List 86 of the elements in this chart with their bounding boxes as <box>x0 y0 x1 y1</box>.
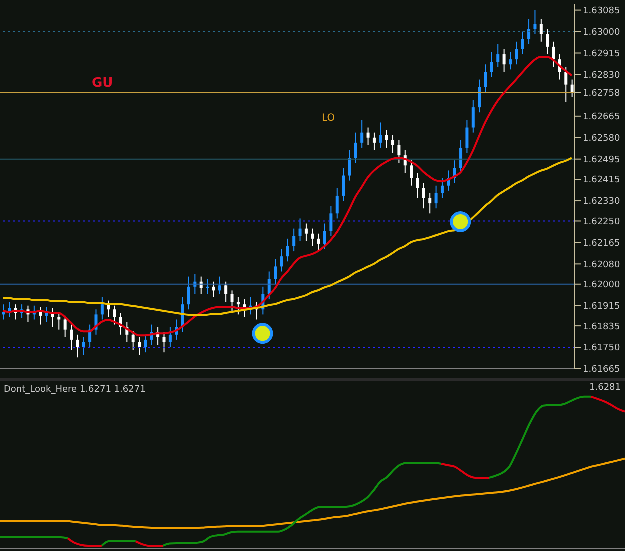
candlestick <box>342 168 346 202</box>
y-tick-label: 1.62000 <box>583 280 620 291</box>
candlestick <box>286 238 290 262</box>
y-tick-label: 1.62665 <box>583 112 620 123</box>
candlestick <box>422 182 426 210</box>
candlestick <box>218 276 222 295</box>
candlestick <box>132 330 135 351</box>
y-tick-label: 1.62415 <box>583 176 620 186</box>
candlestick <box>187 276 190 310</box>
candlestick <box>496 44 500 68</box>
y-tick-label: 1.62758 <box>583 89 620 100</box>
y-tick-label: 1.62495 <box>583 156 620 166</box>
y-tick-label: 1.61835 <box>583 322 620 332</box>
candlestick <box>528 18 531 45</box>
annotation: LO <box>322 113 336 124</box>
candlestick <box>460 140 463 174</box>
y-tick-label: 1.62330 <box>583 197 620 208</box>
candlestick <box>540 18 543 42</box>
candlestick <box>392 134 395 154</box>
candlestick <box>515 41 518 66</box>
candlestick <box>292 228 296 252</box>
candlestick <box>70 324 74 351</box>
candlestick <box>534 10 537 35</box>
candlestick <box>100 296 104 320</box>
candlestick <box>64 315 67 338</box>
candlestick <box>502 48 506 73</box>
y-tick-label: 1.62830 <box>583 70 620 81</box>
candlestick <box>366 127 370 146</box>
candlestick <box>298 218 302 242</box>
y-tick-label: 1.63000 <box>583 28 620 38</box>
candlestick <box>472 99 475 134</box>
candlestick <box>311 228 314 247</box>
candlestick <box>58 312 61 330</box>
candlestick <box>379 122 382 148</box>
candlestick <box>330 206 333 237</box>
candlestick <box>440 178 444 199</box>
text: 1.6281 <box>590 383 621 393</box>
candlestick <box>552 41 556 68</box>
candlestick <box>466 120 469 154</box>
candlestick <box>354 132 358 164</box>
y-tick-label: 1.62580 <box>583 134 620 144</box>
y-tick-label: 1.62165 <box>583 238 620 249</box>
candlestick <box>236 296 240 316</box>
candlestick <box>168 326 172 348</box>
chart-title: Dont_Look_Here 1.6271 1.6271 <box>4 385 146 395</box>
candlestick <box>2 304 5 320</box>
candlestick <box>372 132 376 152</box>
candlestick <box>434 185 438 210</box>
candlestick <box>224 281 228 303</box>
candlestick <box>348 150 352 182</box>
candlestick <box>82 336 86 356</box>
candlestick <box>410 160 414 186</box>
candlestick <box>484 64 488 93</box>
y-tick-label: 1.62915 <box>583 49 620 60</box>
candlestick <box>304 223 308 242</box>
candlestick <box>336 188 339 220</box>
annotation: GU <box>92 76 114 91</box>
candlestick <box>478 79 482 114</box>
candlestick <box>317 233 320 252</box>
candlestick <box>76 334 80 358</box>
y-tick-label: 1.62080 <box>583 260 620 270</box>
candlestick <box>280 248 284 272</box>
candlestick <box>274 258 278 285</box>
y-tick-label: 1.63085 <box>583 6 620 17</box>
candlestick <box>212 281 216 298</box>
candlestick <box>508 51 512 70</box>
candlestick <box>324 223 327 250</box>
candlestick <box>162 332 166 354</box>
candlestick <box>144 334 148 354</box>
candlestick <box>416 172 420 199</box>
candlestick <box>230 290 234 313</box>
candlestick <box>113 305 116 326</box>
candlestick <box>564 66 568 104</box>
y-tick-label: 1.61750 <box>583 344 620 354</box>
candlestick <box>570 79 574 98</box>
y-tick-label: 1.61915 <box>583 302 620 312</box>
candlestick <box>138 336 142 356</box>
y-tick-label: 1.61665 <box>583 365 620 376</box>
candlestick <box>490 51 494 78</box>
candlestick <box>360 120 364 148</box>
candlestick <box>521 31 524 56</box>
candlestick <box>385 130 388 148</box>
candlestick <box>398 140 401 164</box>
candlestick <box>546 28 550 56</box>
candlestick <box>428 192 432 214</box>
y-tick-label: 1.62250 <box>583 217 620 228</box>
